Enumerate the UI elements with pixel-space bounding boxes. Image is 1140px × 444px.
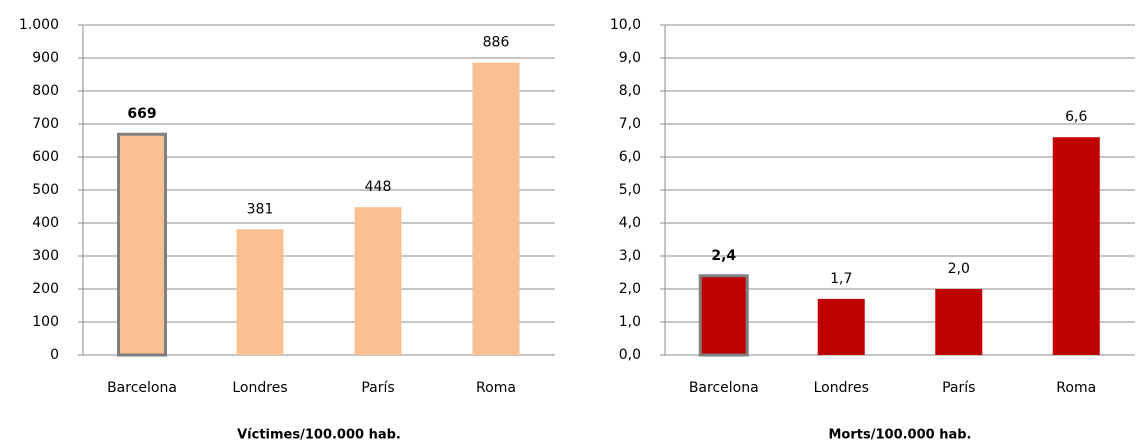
- y-tick-label: 7,0: [619, 116, 641, 132]
- bar: [1052, 137, 1100, 355]
- y-tick-label: 900: [32, 50, 59, 66]
- data-label: 381: [247, 201, 274, 217]
- y-tick-label: 5,0: [619, 182, 641, 198]
- data-label: 2,4: [711, 248, 736, 264]
- x-axis-title: Víctimes/100.000 hab.: [237, 428, 401, 443]
- y-tick-label: 9,0: [619, 50, 641, 66]
- y-tick-label: 2,0: [619, 281, 641, 297]
- y-tick-label: 1.000: [19, 17, 59, 33]
- y-tick-label: 1,0: [619, 314, 641, 330]
- y-tick-label: 600: [32, 149, 59, 165]
- bar: [117, 132, 167, 357]
- data-label: 886: [483, 35, 510, 51]
- x-tick-label: Londres: [814, 380, 869, 396]
- bar: [354, 207, 402, 355]
- y-tick-label: 0,0: [619, 347, 641, 363]
- y-tick-label: 0: [50, 347, 59, 363]
- x-tick-label: Barcelona: [689, 380, 759, 396]
- y-tick-label: 4,0: [619, 215, 641, 231]
- bar: [698, 274, 749, 357]
- y-tick-label: 3,0: [619, 248, 641, 264]
- x-tick-label: Londres: [232, 380, 287, 396]
- bar: [472, 62, 520, 356]
- y-tick-label: 400: [32, 215, 59, 231]
- bar: [236, 229, 284, 355]
- x-axis-title: Morts/100.000 hab.: [829, 428, 972, 443]
- data-label: 6,6: [1065, 109, 1087, 125]
- x-tick-label: París: [942, 380, 975, 396]
- data-label: 669: [127, 106, 156, 122]
- x-tick-label: Barcelona: [107, 380, 177, 396]
- data-label: 1,7: [830, 271, 852, 287]
- y-tick-label: 10,0: [610, 17, 641, 33]
- y-tick-label: 200: [32, 281, 59, 297]
- y-tick-label: 500: [32, 182, 59, 198]
- y-tick-label: 700: [32, 116, 59, 132]
- y-tick-label: 6,0: [619, 149, 641, 165]
- y-tick-label: 8,0: [619, 83, 641, 99]
- x-tick-label: Roma: [476, 380, 516, 396]
- y-tick-label: 800: [32, 83, 59, 99]
- data-label: 2,0: [948, 261, 970, 277]
- y-tick-label: 100: [32, 314, 59, 330]
- x-tick-label: París: [361, 380, 394, 396]
- bar: [935, 289, 983, 355]
- bar: [817, 298, 865, 355]
- x-tick-label: Roma: [1056, 380, 1096, 396]
- y-tick-label: 300: [32, 248, 59, 264]
- data-label: 448: [365, 179, 392, 195]
